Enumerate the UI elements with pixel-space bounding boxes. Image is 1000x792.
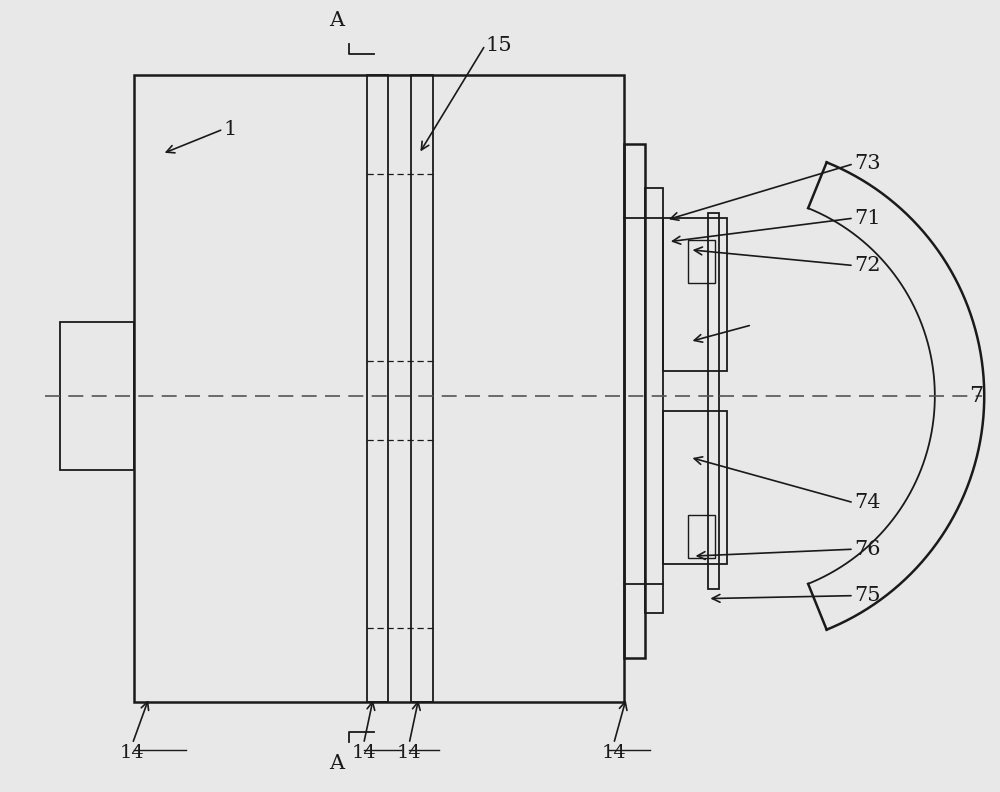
Text: 76: 76 [854,539,880,558]
Bar [645,188,663,614]
Text: 7: 7 [969,385,983,407]
Text: 75: 75 [854,586,880,605]
Text: 72: 72 [854,256,880,275]
Text: A: A [329,11,344,30]
Bar [134,74,624,703]
Text: 1: 1 [223,120,237,139]
Text: 14: 14 [397,744,421,762]
Bar [60,322,134,470]
Bar [708,213,719,588]
Text: 74: 74 [854,493,880,512]
Text: 14: 14 [601,744,626,762]
Bar [624,144,645,658]
Text: 14: 14 [351,744,376,762]
Bar [663,411,727,564]
Bar [688,515,715,558]
Bar [663,218,727,371]
Text: 71: 71 [854,208,880,227]
Bar [367,74,388,703]
Bar [411,74,433,703]
Text: 73: 73 [854,154,880,173]
Text: 14: 14 [120,744,145,762]
Bar [688,240,715,284]
Text: A: A [329,754,344,773]
Text: 15: 15 [485,36,512,55]
